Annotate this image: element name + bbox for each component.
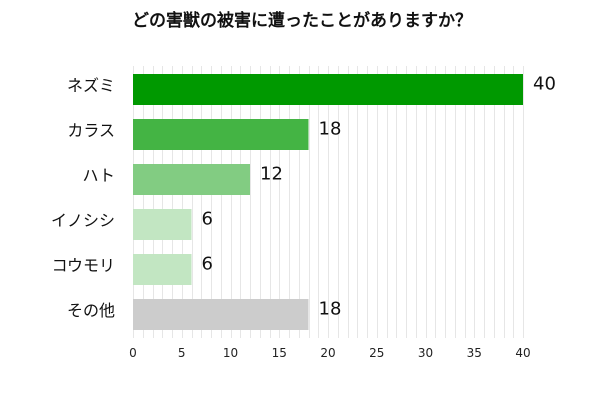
x-axis-ticks: 0 5 10 15 20 25 30 35 40 <box>129 346 530 360</box>
category-label: イノシシ <box>51 211 115 230</box>
bar <box>133 164 250 195</box>
bar <box>133 119 309 150</box>
chart-title: どの害獣の被害に遭ったことがありますか？ <box>132 10 472 31</box>
data-label: 40 <box>533 74 556 95</box>
category-label: ハト <box>83 166 115 185</box>
data-label: 6 <box>202 209 213 230</box>
data-label: 12 <box>260 164 283 185</box>
x-tick-label: 30 <box>418 346 433 360</box>
category-label: その他 <box>67 301 115 320</box>
x-tick-label: 40 <box>515 346 530 360</box>
data-label: 18 <box>319 299 342 320</box>
bar <box>133 74 523 105</box>
x-tick-label: 25 <box>369 346 384 360</box>
bars <box>133 74 523 330</box>
category-label: コウモリ <box>52 256 115 275</box>
x-tick-label: 35 <box>467 346 482 360</box>
x-tick-label: 0 <box>129 346 137 360</box>
x-tick-label: 20 <box>320 346 335 360</box>
grid-lines <box>133 66 524 338</box>
bar <box>133 254 192 285</box>
bar <box>133 299 309 330</box>
x-tick-label: 5 <box>178 346 186 360</box>
data-label: 6 <box>202 254 213 275</box>
x-tick-label: 15 <box>272 346 287 360</box>
x-tick-label: 10 <box>223 346 238 360</box>
value-labels: 40 18 12 6 6 18 <box>202 74 556 320</box>
bar <box>133 209 192 240</box>
data-label: 18 <box>319 119 342 140</box>
category-label: ネズミ <box>67 76 115 95</box>
category-label: カラス <box>67 121 115 140</box>
